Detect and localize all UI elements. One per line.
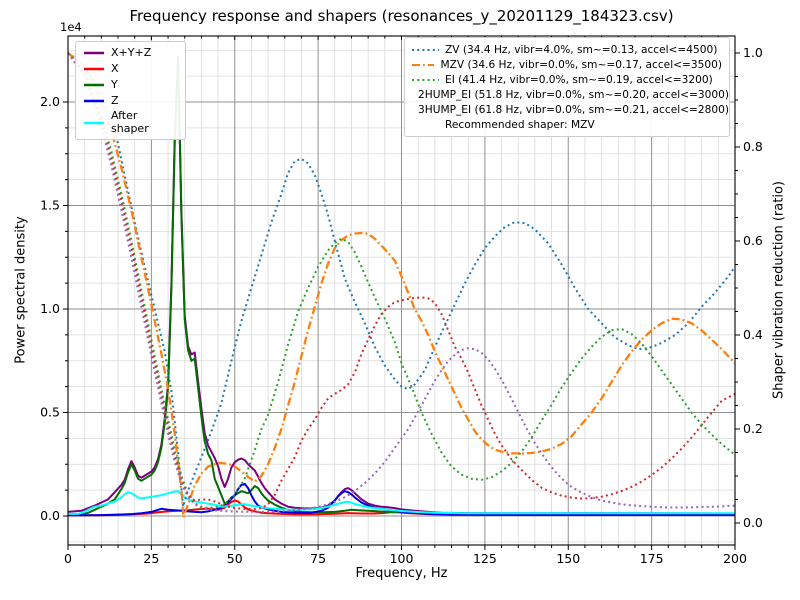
legend-line-sample [412,48,439,51]
y-right-tick-label: 0.6 [743,233,763,248]
curves [68,52,735,519]
x-tick-label: 150 [556,551,580,566]
legend-item-shaper_2hump_ei: 2HUMP_EI (51.8 Hz, vibr=0.0%, sm~=0.20, … [405,87,729,102]
curve-psd_sum [68,55,735,515]
legend-line-sample [84,99,104,103]
x-tick-label: 100 [390,551,414,566]
legend-item-shaper_mzv: MZV (34.6 Hz, vibr=0.0%, sm~=0.17, accel… [405,57,729,72]
legend-line-sample [412,63,435,66]
legend-label: X [111,61,119,75]
legend-line-sample [84,83,104,87]
x-tick-label: 200 [723,551,747,566]
legend-shapers: ZV (34.4 Hz, vibr=4.0%, sm~=0.13, accel<… [404,37,730,137]
chart-title: Frequency response and shapers (resonanc… [129,7,674,25]
x-tick-label: 125 [473,551,497,566]
legend-line-sample [84,67,104,71]
curve-psd_after_shaper [68,490,735,515]
x-tick-label: 75 [310,551,326,566]
legend-label: ZV (34.4 Hz, vibr=4.0%, sm~=0.13, accel<… [445,43,718,56]
legend-label: Z [111,93,119,107]
y-axis-label-right: Shaper vibration reduction (ratio) [771,181,787,399]
y-right-tick-label: 0.4 [743,327,763,342]
legend-psd: X+Y+Z X Y Z After shaper [75,41,186,140]
y-right-tick-label: 0.0 [743,515,763,530]
legend-label: After shaper [111,108,149,135]
x-tick-label: 50 [227,551,243,566]
y-right-tick-label: 0.2 [743,421,763,436]
curve-shaper_zv [68,52,735,508]
legend-label: 2HUMP_EI (51.8 Hz, vibr=0.0%, sm~=0.20, … [418,88,729,101]
y-left-tick-label: 0.0 [40,508,60,523]
y-left-tick-label: 0.5 [40,405,60,420]
y-axis-label-left: Power spectral density [13,216,29,364]
y-right-tick-label: 0.8 [743,139,763,154]
legend-label: 3HUMP_EI (61.8 Hz, vibr=0.0%, sm~=0.21, … [418,103,729,116]
legend-item-shaper_zv: ZV (34.4 Hz, vibr=4.0%, sm~=0.13, accel<… [405,42,729,57]
legend-item-shaper_ei: EI (41.4 Hz, vibr=0.0%, sm~=0.19, accel<… [405,72,729,87]
legend-item-psd_sum: X+Y+Z [76,45,185,61]
legend-label: MZV (34.6 Hz, vibr=0.0%, sm~=0.17, accel… [440,58,722,71]
legend-label: EI (41.4 Hz, vibr=0.0%, sm~=0.19, accel<… [445,73,713,86]
legend-line-sample [412,78,439,81]
y-left-tick-label: 2.0 [40,94,60,109]
curve-psd_y [68,57,735,516]
legend-item-psd_z: Z [76,93,185,109]
legend-item-psd_after_shaper: After shaper [76,109,185,136]
legend-item-psd_y: Y [76,77,185,93]
legend-line-sample [84,121,104,124]
legend-item-shaper_3hump_ei: 3HUMP_EI (61.8 Hz, vibr=0.0%, sm~=0.21, … [405,102,729,117]
legend-label: Y [111,77,118,91]
legend-item-psd_x: X [76,61,185,77]
curve-shaper_mzv [68,52,735,519]
legend-line-sample [84,51,104,55]
y-axis-offset-label: 1e4 [60,20,82,34]
y-left-tick-label: 1.5 [40,198,60,213]
x-axis-label: Frequency, Hz [355,566,448,581]
x-tick-label: 175 [640,551,664,566]
curve-shaper_ei [68,52,735,509]
x-tick-label: 0 [64,551,72,566]
legend-recommended-shaper: Recommended shaper: MZV [445,118,595,131]
legend-label: X+Y+Z [111,45,152,59]
curve-shaper_2hump_ei [68,52,735,510]
x-tick-label: 25 [143,551,159,566]
y-right-tick-label: 1.0 [743,45,763,60]
y-left-tick-label: 1.0 [40,301,60,316]
